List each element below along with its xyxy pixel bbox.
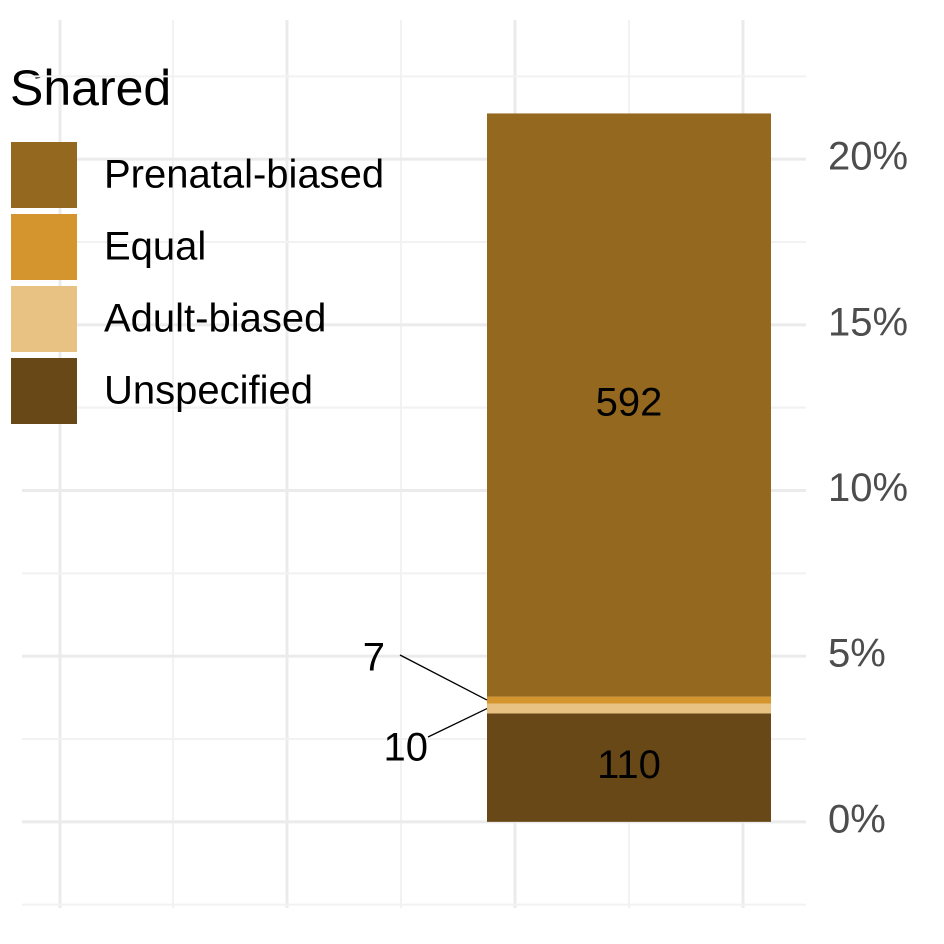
bar-segment: [487, 703, 771, 714]
bar-label: 7: [363, 636, 385, 680]
legend-label: Adult-biased: [104, 297, 326, 341]
bar-segment: [487, 713, 771, 822]
legend-label: Unspecified: [104, 369, 313, 413]
legend-key: [11, 358, 77, 424]
leader-line: [399, 654, 488, 701]
legend-key: [11, 286, 77, 352]
leader-line: [427, 707, 488, 738]
y-tick-label: 20%: [828, 135, 908, 179]
legend-key: [11, 214, 77, 280]
legend-label: Equal: [104, 225, 206, 269]
bar-label: 110: [597, 743, 661, 787]
y-tick-label: 10%: [828, 466, 908, 510]
legend-title: Shared: [10, 60, 171, 116]
y-tick-label: 5%: [828, 632, 886, 676]
y-tick-label: 15%: [828, 300, 908, 344]
bar-label: 10: [384, 726, 429, 770]
bar-label: 592: [596, 381, 663, 425]
y-tick-label: 0%: [828, 797, 886, 841]
legend-label: Prenatal-biased: [104, 153, 384, 197]
bar-segment: [487, 696, 771, 704]
legend-key: [11, 142, 77, 208]
bar-segment: [487, 113, 771, 697]
